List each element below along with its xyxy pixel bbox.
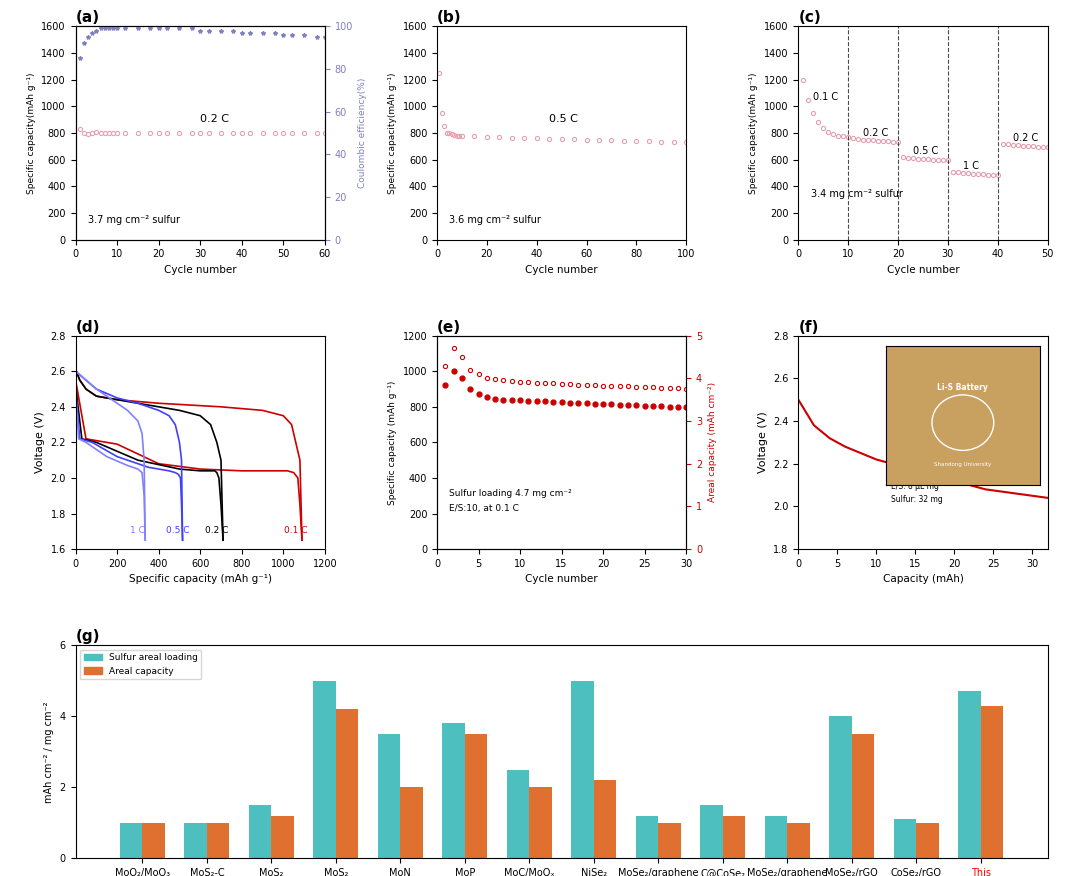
Text: (a): (a) bbox=[76, 11, 99, 25]
X-axis label: Cycle number: Cycle number bbox=[525, 575, 598, 584]
Bar bbox=[143, 823, 165, 858]
Text: 3.7 mg cm⁻² sulfur: 3.7 mg cm⁻² sulfur bbox=[89, 215, 180, 224]
Y-axis label: Areal capacity (mAh cm⁻²): Areal capacity (mAh cm⁻²) bbox=[707, 382, 717, 503]
Text: (f): (f) bbox=[798, 320, 819, 335]
Y-axis label: Specific capacity (mAh g⁻¹): Specific capacity (mAh g⁻¹) bbox=[388, 380, 397, 505]
Y-axis label: Voltage (V): Voltage (V) bbox=[757, 412, 768, 473]
Bar bbox=[120, 823, 143, 858]
Bar bbox=[700, 805, 723, 858]
Bar bbox=[829, 717, 852, 858]
Bar bbox=[378, 734, 401, 858]
X-axis label: Specific capacity (mAh g⁻¹): Specific capacity (mAh g⁻¹) bbox=[129, 575, 272, 584]
Text: 0.1 C: 0.1 C bbox=[813, 92, 838, 102]
Text: (e): (e) bbox=[437, 320, 461, 335]
Text: Sulfur: 32 mg: Sulfur: 32 mg bbox=[891, 495, 943, 504]
Bar bbox=[636, 816, 659, 858]
Bar bbox=[313, 681, 336, 858]
Y-axis label: mAh cm⁻² / mg cm⁻²: mAh cm⁻² / mg cm⁻² bbox=[44, 701, 54, 802]
Y-axis label: Specific capacity(mAh g⁻¹): Specific capacity(mAh g⁻¹) bbox=[388, 72, 397, 194]
Y-axis label: Coulombic efficiency(%): Coulombic efficiency(%) bbox=[359, 78, 367, 188]
Bar bbox=[765, 816, 787, 858]
Bar bbox=[401, 788, 423, 858]
Text: 0.1 C: 0.1 C bbox=[284, 526, 308, 535]
Bar bbox=[916, 823, 939, 858]
Bar bbox=[787, 823, 810, 858]
Text: Sulfur loading 4.7 mg cm⁻²: Sulfur loading 4.7 mg cm⁻² bbox=[449, 489, 572, 498]
Bar bbox=[723, 816, 745, 858]
Bar bbox=[507, 770, 529, 858]
Text: 1 C: 1 C bbox=[963, 161, 978, 171]
Bar bbox=[336, 709, 359, 858]
Bar bbox=[443, 724, 464, 858]
Bar bbox=[571, 681, 594, 858]
Text: 1 C: 1 C bbox=[131, 526, 146, 535]
Text: (c): (c) bbox=[798, 11, 821, 25]
Bar bbox=[464, 734, 487, 858]
Bar bbox=[185, 823, 207, 858]
Text: E/S: 8 μL mg⁻¹: E/S: 8 μL mg⁻¹ bbox=[891, 483, 945, 491]
Text: 3.4 mg cm⁻² sulfur: 3.4 mg cm⁻² sulfur bbox=[811, 189, 903, 199]
Bar bbox=[207, 823, 229, 858]
Text: 0.2 C: 0.2 C bbox=[200, 114, 229, 124]
X-axis label: Cycle number: Cycle number bbox=[164, 265, 237, 275]
Bar bbox=[594, 781, 617, 858]
Bar bbox=[529, 788, 552, 858]
Y-axis label: Specific capacity(mAh g⁻¹): Specific capacity(mAh g⁻¹) bbox=[750, 72, 758, 194]
Text: 0.5 C: 0.5 C bbox=[913, 146, 939, 156]
Text: 0.2 C: 0.2 C bbox=[1013, 133, 1038, 143]
Text: (d): (d) bbox=[76, 320, 100, 335]
Text: 0.2 C: 0.2 C bbox=[205, 526, 229, 535]
Bar bbox=[271, 816, 294, 858]
Bar bbox=[852, 734, 875, 858]
Legend: Sulfur areal loading, Areal capacity: Sulfur areal loading, Areal capacity bbox=[80, 650, 202, 680]
Text: (b): (b) bbox=[437, 11, 461, 25]
Bar bbox=[958, 691, 981, 858]
Bar bbox=[659, 823, 680, 858]
Y-axis label: Specific capacity(mAh g⁻¹): Specific capacity(mAh g⁻¹) bbox=[27, 72, 36, 194]
Bar bbox=[981, 705, 1003, 858]
Text: 3.6 mg cm⁻² sulfur: 3.6 mg cm⁻² sulfur bbox=[449, 215, 541, 224]
Bar bbox=[894, 819, 916, 858]
Text: E/S:10, at 0.1 C: E/S:10, at 0.1 C bbox=[449, 504, 519, 512]
X-axis label: Capacity (mAh): Capacity (mAh) bbox=[882, 575, 963, 584]
Text: 0.5 C: 0.5 C bbox=[165, 526, 189, 535]
X-axis label: Cycle number: Cycle number bbox=[887, 265, 959, 275]
X-axis label: Cycle number: Cycle number bbox=[525, 265, 598, 275]
Text: (g): (g) bbox=[76, 629, 100, 644]
Bar bbox=[248, 805, 271, 858]
Text: 0.2 C: 0.2 C bbox=[863, 128, 889, 138]
Text: 0.5 C: 0.5 C bbox=[549, 114, 578, 124]
Y-axis label: Voltage (V): Voltage (V) bbox=[35, 412, 45, 473]
